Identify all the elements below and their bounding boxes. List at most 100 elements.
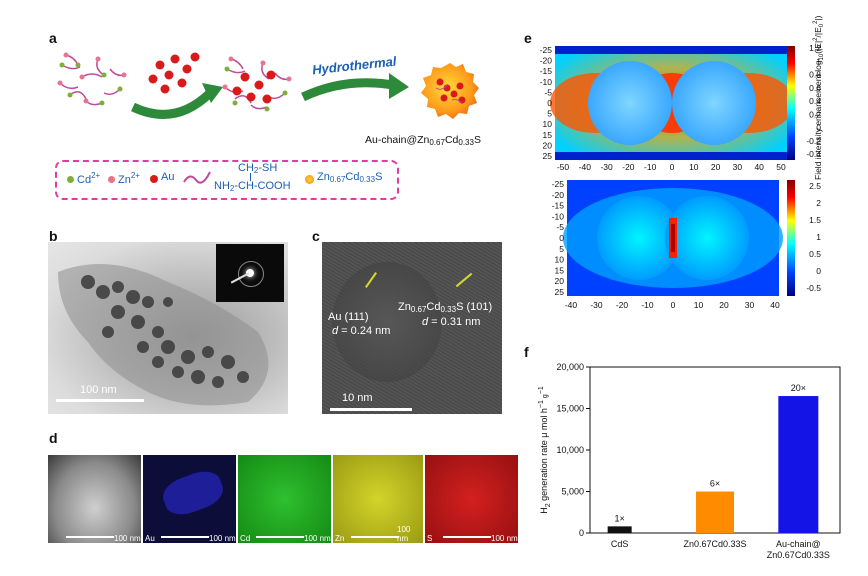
core-shell-product (421, 63, 479, 119)
ligand-icon (183, 171, 211, 184)
e-top-x-tick: 30 (733, 162, 743, 172)
eds-zn-element: Zn (335, 534, 345, 543)
product-label: Au-chain@Zn0.67Cd0.33S (365, 134, 481, 147)
zcs-plane-label: Zn0.67Cd0.33S (101) (398, 301, 493, 314)
e-top-y-tick: 20 (543, 140, 553, 150)
eds-s-map: S 100 nm (425, 455, 518, 543)
e-bottom-y-tick: -5 (556, 222, 564, 232)
e-bottom-y-tick: -20 (552, 190, 565, 200)
tem-image: 100 nm (48, 242, 288, 414)
legend-box (55, 160, 399, 200)
panel-label-c: c (312, 228, 320, 244)
e-bottom-y-tick: -15 (552, 201, 565, 211)
e-bottom-y-tick: 0 (559, 233, 564, 243)
field-maps: -50 -40 -30 -20 -10 0 10 20 30 40 50-25-20-15-10-5… (540, 43, 822, 310)
e-bottom-cbar-tick: 2 (816, 198, 821, 208)
y-tick-label: 0 (579, 528, 584, 538)
tem-particles (58, 264, 269, 406)
cbar-label-sub2: 0 (819, 23, 825, 28)
bar (607, 526, 632, 533)
e-bottom-x-tick: 40 (770, 300, 780, 310)
bar (778, 396, 819, 533)
y-axis-label: H2 generation rate μ mol h−1 g−1 (538, 386, 552, 514)
tem-scale-label: 100 nm (80, 384, 117, 396)
e-top-y-tick: 0 (547, 98, 552, 108)
e-top-x-tick: 40 (754, 162, 764, 172)
au-ligand-cluster (222, 56, 292, 112)
tem-scale-bar (56, 399, 144, 402)
e-top-x-tick: 10 (689, 162, 699, 172)
eds-haadf: 100 nm (48, 455, 141, 543)
category-label-line2: Zn0.67Cd0.33S (767, 550, 830, 560)
panel-label-a: a (49, 30, 57, 46)
e-top-x-tick: -50 (557, 162, 570, 172)
cbar-label-main: Field intensity enhancement log (813, 60, 823, 180)
eds-scale-bar (161, 536, 209, 538)
e-bottom-y-tick: -10 (552, 211, 565, 221)
e-top-x-tick: -40 (579, 162, 592, 172)
e-bottom-y-tick: 20 (555, 276, 565, 286)
e-bottom-cbar-tick: 0 (816, 266, 821, 276)
e-bottom-y-tick: -25 (552, 179, 565, 189)
cbar-label-tail: (|E| (813, 40, 823, 54)
eds-scale-bar (351, 536, 399, 538)
e-bottom-x-tick: 10 (694, 300, 704, 310)
eds-zn-map: Zn 100 nm (333, 455, 423, 543)
saed-inset (216, 244, 284, 302)
e-top-y-tick: 25 (543, 151, 553, 161)
cbar-label-sup1: 2 (813, 37, 819, 41)
e-bottom-y-tick: 10 (555, 255, 565, 265)
y-tick-label: 15,000 (556, 404, 584, 414)
y-tick-label: 10,000 (556, 445, 584, 455)
legend-ligand-bottom: NH2-CH-COOH (214, 180, 291, 193)
e-bottom-cbar-tick: 2.5 (809, 181, 821, 191)
au-d-spacing: d = 0.24 nm (332, 325, 391, 337)
zn-dot-icon (108, 176, 115, 183)
e-bottom-x-tick: -20 (616, 300, 629, 310)
arrow-1 (131, 89, 214, 119)
category-label: Au-chain@ (776, 539, 821, 549)
e-top-cbar-tick: 0.4 (809, 96, 821, 106)
e-bottom-y-tick: 25 (555, 287, 565, 297)
e-bottom-x-tick: 0 (671, 300, 676, 310)
e-top-x-tick: 50 (776, 162, 786, 172)
e-top-cbar-tick: 1.2 (809, 43, 821, 53)
e-top-cbar-tick: 0.6 (809, 83, 821, 93)
e-bottom-cbar-tick: 0.5 (809, 249, 821, 259)
ligand-bond (250, 173, 251, 181)
eds-scale-bar (66, 536, 114, 538)
bar-annotation: 1× (615, 513, 625, 523)
category-label: Zn0.67Cd0.33S (683, 539, 746, 549)
e-bottom-cbar-tick: -0.5 (806, 283, 821, 293)
category-label: CdS (611, 539, 629, 549)
hrtem-scale-bar (330, 408, 412, 411)
e-bottom-cbar-tick: 1 (816, 232, 821, 242)
e-top-y-tick: -15 (540, 66, 553, 76)
e-bottom-x-tick: -10 (641, 300, 654, 310)
au-signal (158, 465, 228, 521)
diffraction-spot (246, 269, 254, 277)
shell-dot-icon (305, 175, 314, 184)
arrow-2 (301, 78, 394, 102)
precursor-cluster (57, 52, 127, 106)
au-dot-icon (150, 175, 158, 183)
cbar-label-mid: /|E (813, 27, 823, 38)
e-top-cbar-tick: 1 (816, 56, 821, 66)
e-top-y-tick: -5 (544, 87, 552, 97)
e-top-y-tick: -25 (540, 45, 553, 55)
colorbar-label: Field intensity enhancement log1 0 (|E|2/|… (813, 16, 825, 180)
colorbar-top (787, 46, 795, 160)
bar-annotation: 20× (791, 383, 806, 393)
e-top-cbar-tick: -0.4 (806, 149, 821, 159)
e-top-y-tick: 5 (547, 109, 552, 119)
hrtem-image: Au (111) d = 0.24 nm Zn0.67Cd0.33S (101)… (322, 242, 502, 414)
e-top-x-tick: -30 (600, 162, 613, 172)
colorbar-bottom (787, 180, 795, 296)
eds-scale-bar (256, 536, 304, 538)
y-tick-label: 20,000 (556, 362, 584, 372)
eds-au-map: Au 100 nm (143, 455, 236, 543)
e-bottom-y-tick: 5 (559, 244, 564, 254)
e-top-y-tick: -20 (540, 56, 553, 66)
bar-annotation: 6× (710, 479, 720, 489)
eds-scale-label: 100 nm (114, 534, 141, 543)
